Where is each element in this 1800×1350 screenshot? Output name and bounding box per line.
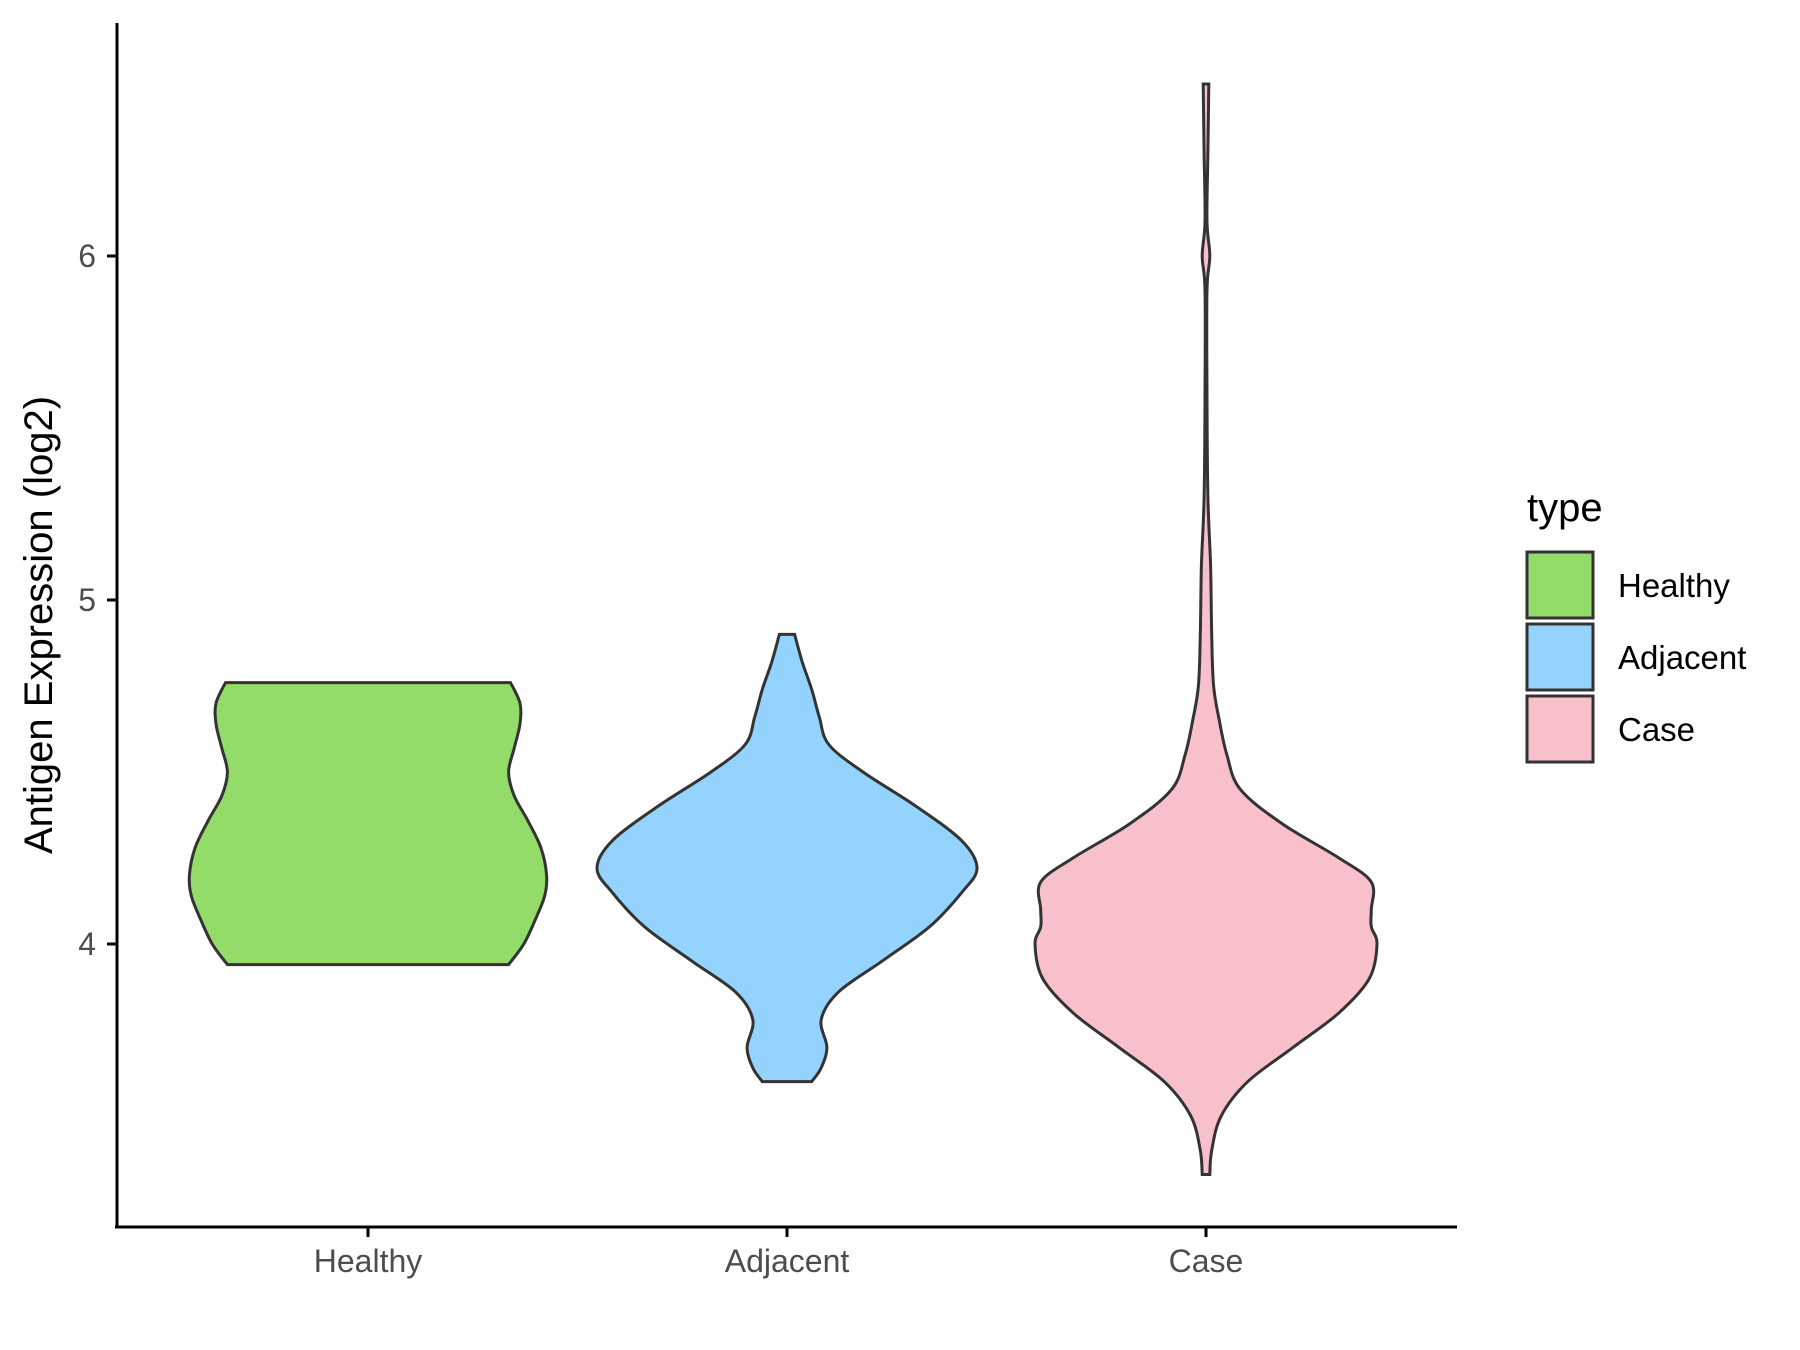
violin-healthy <box>187 681 549 967</box>
violin-group <box>187 82 1379 1176</box>
legend: type Healthy Adjacent Case <box>1525 486 1746 764</box>
legend-key-healthy <box>1525 550 1595 620</box>
legend-title: type <box>1527 486 1603 530</box>
x-tick-label-case: Case <box>1169 1243 1244 1279</box>
x-ticks: Healthy Adjacent Case <box>314 1227 1244 1279</box>
legend-label-case: Case <box>1618 711 1695 748</box>
legend-label-adjacent: Adjacent <box>1618 639 1746 676</box>
x-tick-label-adjacent: Adjacent <box>725 1243 850 1279</box>
x-tick-label-healthy: Healthy <box>314 1243 423 1279</box>
y-tick-label-6: 6 <box>78 238 96 274</box>
y-axis-title: Antigen Expression (log2) <box>17 396 61 854</box>
y-tick-label-4: 4 <box>78 926 96 962</box>
violin-case <box>1033 82 1379 1176</box>
legend-label-healthy: Healthy <box>1618 567 1730 604</box>
y-tick-label-5: 5 <box>78 582 96 618</box>
y-ticks: 4 5 6 <box>78 238 117 962</box>
violin-adjacent <box>595 632 979 1084</box>
legend-key-case <box>1525 694 1595 764</box>
legend-key-adjacent <box>1525 622 1595 692</box>
